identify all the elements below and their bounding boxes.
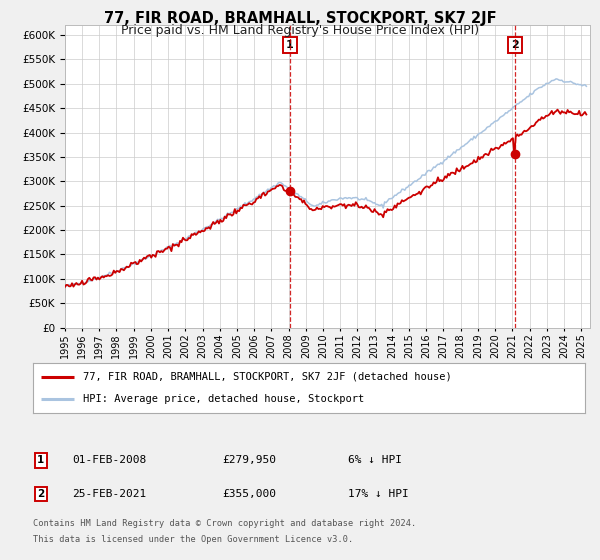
Text: 1: 1	[286, 40, 294, 50]
Text: This data is licensed under the Open Government Licence v3.0.: This data is licensed under the Open Gov…	[33, 535, 353, 544]
Text: 77, FIR ROAD, BRAMHALL, STOCKPORT, SK7 2JF (detached house): 77, FIR ROAD, BRAMHALL, STOCKPORT, SK7 2…	[83, 372, 451, 382]
Text: Price paid vs. HM Land Registry's House Price Index (HPI): Price paid vs. HM Land Registry's House …	[121, 24, 479, 36]
Text: £279,950: £279,950	[222, 455, 276, 465]
Text: 6% ↓ HPI: 6% ↓ HPI	[348, 455, 402, 465]
Text: 2: 2	[511, 40, 519, 50]
Text: 25-FEB-2021: 25-FEB-2021	[72, 489, 146, 499]
Text: HPI: Average price, detached house, Stockport: HPI: Average price, detached house, Stoc…	[83, 394, 364, 404]
Text: 01-FEB-2008: 01-FEB-2008	[72, 455, 146, 465]
Text: 2: 2	[37, 489, 44, 499]
Text: 17% ↓ HPI: 17% ↓ HPI	[348, 489, 409, 499]
Text: 77, FIR ROAD, BRAMHALL, STOCKPORT, SK7 2JF: 77, FIR ROAD, BRAMHALL, STOCKPORT, SK7 2…	[104, 11, 496, 26]
Text: 1: 1	[37, 455, 44, 465]
Text: Contains HM Land Registry data © Crown copyright and database right 2024.: Contains HM Land Registry data © Crown c…	[33, 519, 416, 528]
Text: £355,000: £355,000	[222, 489, 276, 499]
